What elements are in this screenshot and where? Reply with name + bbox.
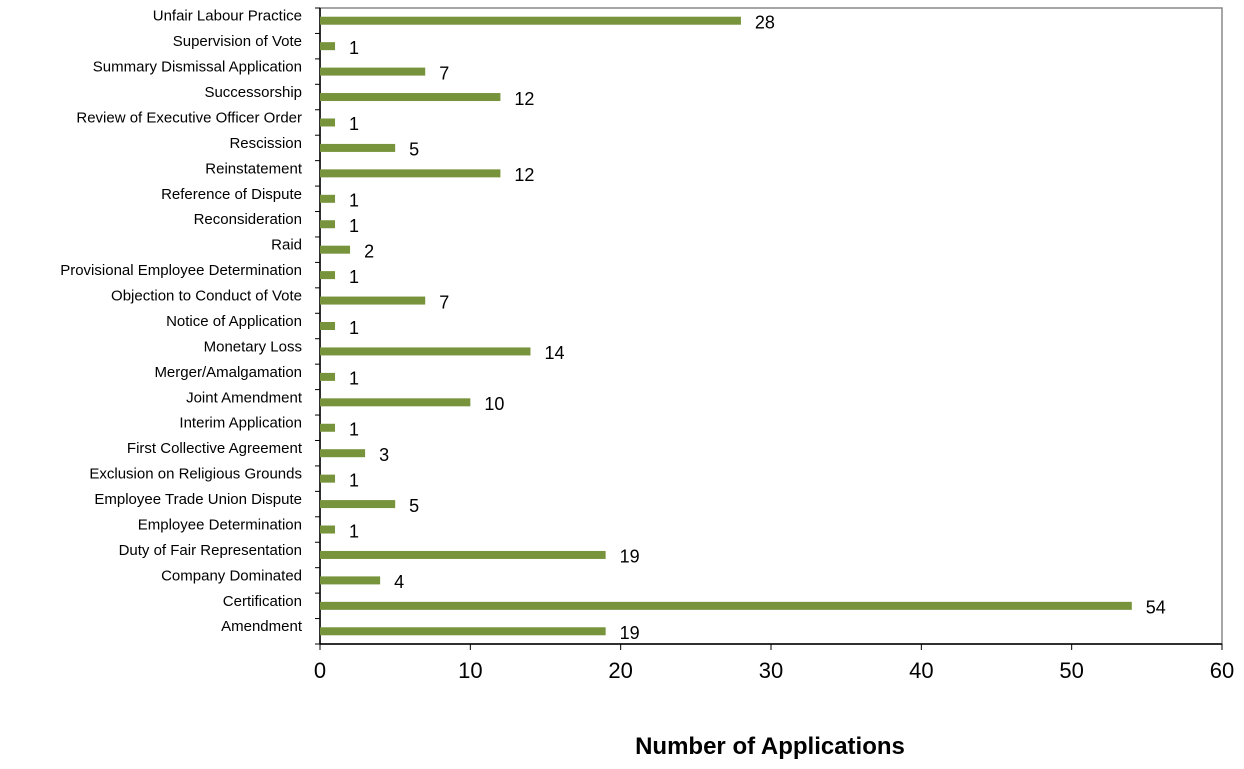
data-label: 19 (620, 623, 640, 643)
plot-border (319, 7, 1223, 645)
data-label: 1 (349, 216, 359, 236)
bar (320, 423, 336, 432)
category-label: Rescission (229, 135, 302, 152)
bar (320, 627, 606, 636)
category-label: Reconsideration (194, 211, 302, 228)
data-label: 2 (364, 241, 374, 261)
data-label: 4 (394, 572, 404, 592)
category-label: Review of Executive Officer Order (76, 109, 302, 126)
bar (320, 398, 471, 407)
category-label: Employee Trade Union Dispute (94, 491, 302, 508)
category-label: Reinstatement (205, 160, 303, 177)
x-axis-title: Number of Applications (635, 733, 905, 760)
bar (320, 550, 606, 559)
category-label: Notice of Application (166, 313, 302, 330)
bar (320, 67, 426, 76)
category-label: Supervision of Vote (173, 33, 302, 50)
category-label: Amendment (221, 618, 303, 635)
x-axis: 0 10 20 30 40 50 60 (314, 643, 1234, 683)
category-label: Company Dominated (161, 567, 302, 584)
bar (320, 118, 336, 127)
bar (320, 296, 426, 305)
category-label: Duty of Fair Representation (119, 542, 302, 559)
data-label: 7 (439, 63, 449, 83)
data-label: 1 (349, 470, 359, 490)
data-label: 5 (409, 140, 419, 160)
data-label: 1 (349, 267, 359, 287)
data-label: 1 (349, 38, 359, 58)
data-label: 12 (514, 89, 534, 109)
data-label: 1 (349, 521, 359, 541)
bar (320, 93, 501, 102)
bar (320, 143, 396, 152)
data-label: 1 (349, 114, 359, 134)
data-label: 7 (439, 292, 449, 312)
category-label: Monetary Loss (204, 338, 302, 355)
x-tick-label: 0 (314, 658, 326, 683)
bar (320, 372, 336, 381)
x-tick-label: 50 (1059, 658, 1083, 683)
category-label: Employee Determination (138, 516, 302, 533)
bar (320, 271, 336, 280)
bar (320, 500, 396, 509)
bar (320, 449, 366, 458)
bars-group (320, 16, 1132, 636)
plot-area (315, 7, 1223, 645)
data-label: 19 (620, 547, 640, 567)
x-tick-label: 40 (909, 658, 933, 683)
x-tick-label: 10 (458, 658, 482, 683)
data-label: 54 (1146, 598, 1166, 618)
category-label: Reference of Dispute (161, 186, 302, 203)
data-label: 1 (349, 420, 359, 440)
category-label: Provisional Employee Determination (60, 262, 302, 279)
x-tick-label: 30 (759, 658, 783, 683)
data-label: 12 (514, 165, 534, 185)
category-label: Objection to Conduct of Vote (111, 288, 302, 305)
bar (320, 16, 741, 25)
category-label: Exclusion on Religious Grounds (89, 466, 302, 483)
category-label: Interim Application (179, 415, 302, 432)
category-label: Certification (223, 593, 302, 610)
x-tick-label: 20 (608, 658, 632, 683)
bar (320, 347, 531, 356)
data-label: 28 (755, 12, 775, 32)
bar (320, 474, 336, 483)
bar (320, 194, 336, 203)
data-label: 1 (349, 191, 359, 211)
bar (320, 220, 336, 229)
data-label: 5 (409, 496, 419, 516)
bar (320, 169, 501, 178)
category-label: Merger/Amalgamation (154, 364, 302, 381)
category-label: Summary Dismissal Application (93, 59, 302, 76)
data-label: 14 (544, 343, 564, 363)
bar (320, 601, 1132, 610)
bar (320, 525, 336, 534)
bar (320, 576, 381, 585)
data-label: 3 (379, 445, 389, 465)
category-labels-group: Unfair Labour Practice Supervision of Vot… (60, 8, 303, 636)
data-label: 1 (349, 369, 359, 389)
category-label: First Collective Agreement (127, 440, 303, 457)
data-label: 10 (484, 394, 504, 414)
bar (320, 322, 336, 330)
x-tick-label: 60 (1210, 658, 1234, 683)
category-label: Successorship (204, 84, 302, 101)
category-label: Unfair Labour Practice (153, 8, 302, 25)
data-label: 1 (349, 318, 359, 338)
category-label: Raid (271, 237, 302, 254)
bar (320, 245, 351, 254)
bar (320, 42, 336, 51)
category-label: Joint Amendment (186, 389, 303, 406)
